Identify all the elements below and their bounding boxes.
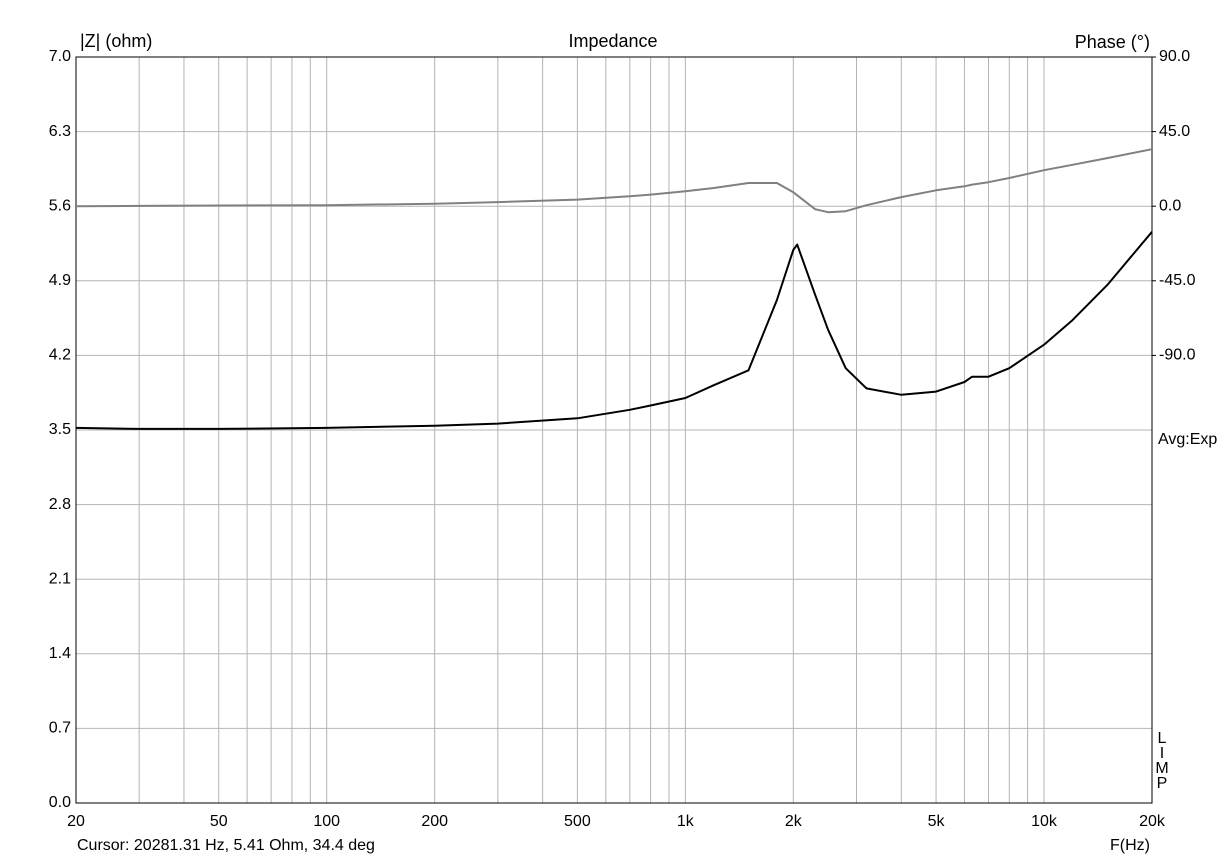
y-tick-label: 3.5 xyxy=(49,421,71,438)
y2-tick-label: -90.0 xyxy=(1159,347,1196,364)
chart-title: Impedance xyxy=(568,31,657,51)
x-tick-label: 1k xyxy=(677,813,695,830)
averaging-label: Avg:Exp xyxy=(1158,431,1217,448)
y-tick-label: 4.2 xyxy=(49,347,71,364)
y-tick-label: 5.6 xyxy=(49,197,71,214)
y-tick-label: 7.0 xyxy=(49,48,71,65)
y2-tick-label: 45.0 xyxy=(1159,123,1190,140)
cursor-readout: Cursor: 20281.31 Hz, 5.41 Ohm, 34.4 deg xyxy=(77,837,375,854)
impedance-line xyxy=(75,231,1153,430)
x-tick-label: 2k xyxy=(785,813,803,830)
y-tick-label: 6.3 xyxy=(49,123,71,140)
y-tick-label: 4.9 xyxy=(49,272,71,289)
y-tick-label: 2.8 xyxy=(49,496,71,513)
x-tick-label: 100 xyxy=(313,813,340,830)
x-tick-label: 50 xyxy=(210,813,228,830)
x-tick-label: 5k xyxy=(928,813,946,830)
phase-line xyxy=(75,148,1153,214)
y-axis-label: |Z| (ohm) xyxy=(80,31,152,51)
plot-frame xyxy=(75,56,1153,804)
y-tick-label: 2.1 xyxy=(49,570,71,587)
y2-tick-label: 90.0 xyxy=(1159,48,1190,65)
x-tick-label: 20k xyxy=(1139,813,1166,830)
y-tick-label: 1.4 xyxy=(49,645,71,662)
x-tick-label: 20 xyxy=(67,813,85,830)
y2-tick-label: 0.0 xyxy=(1159,197,1181,214)
y-tick-label: 0.7 xyxy=(49,720,71,737)
x-axis-label: F(Hz) xyxy=(1110,837,1150,854)
x-tick-label: 500 xyxy=(564,813,591,830)
y2-tick-label: -45.0 xyxy=(1159,272,1196,289)
x-tick-label: 200 xyxy=(421,813,448,830)
y-tick-label: 0.0 xyxy=(49,794,71,811)
y2-axis-label: Phase (°) xyxy=(1075,32,1150,52)
x-tick-label: 10k xyxy=(1031,813,1058,830)
program-label: LIMP xyxy=(1154,730,1171,790)
